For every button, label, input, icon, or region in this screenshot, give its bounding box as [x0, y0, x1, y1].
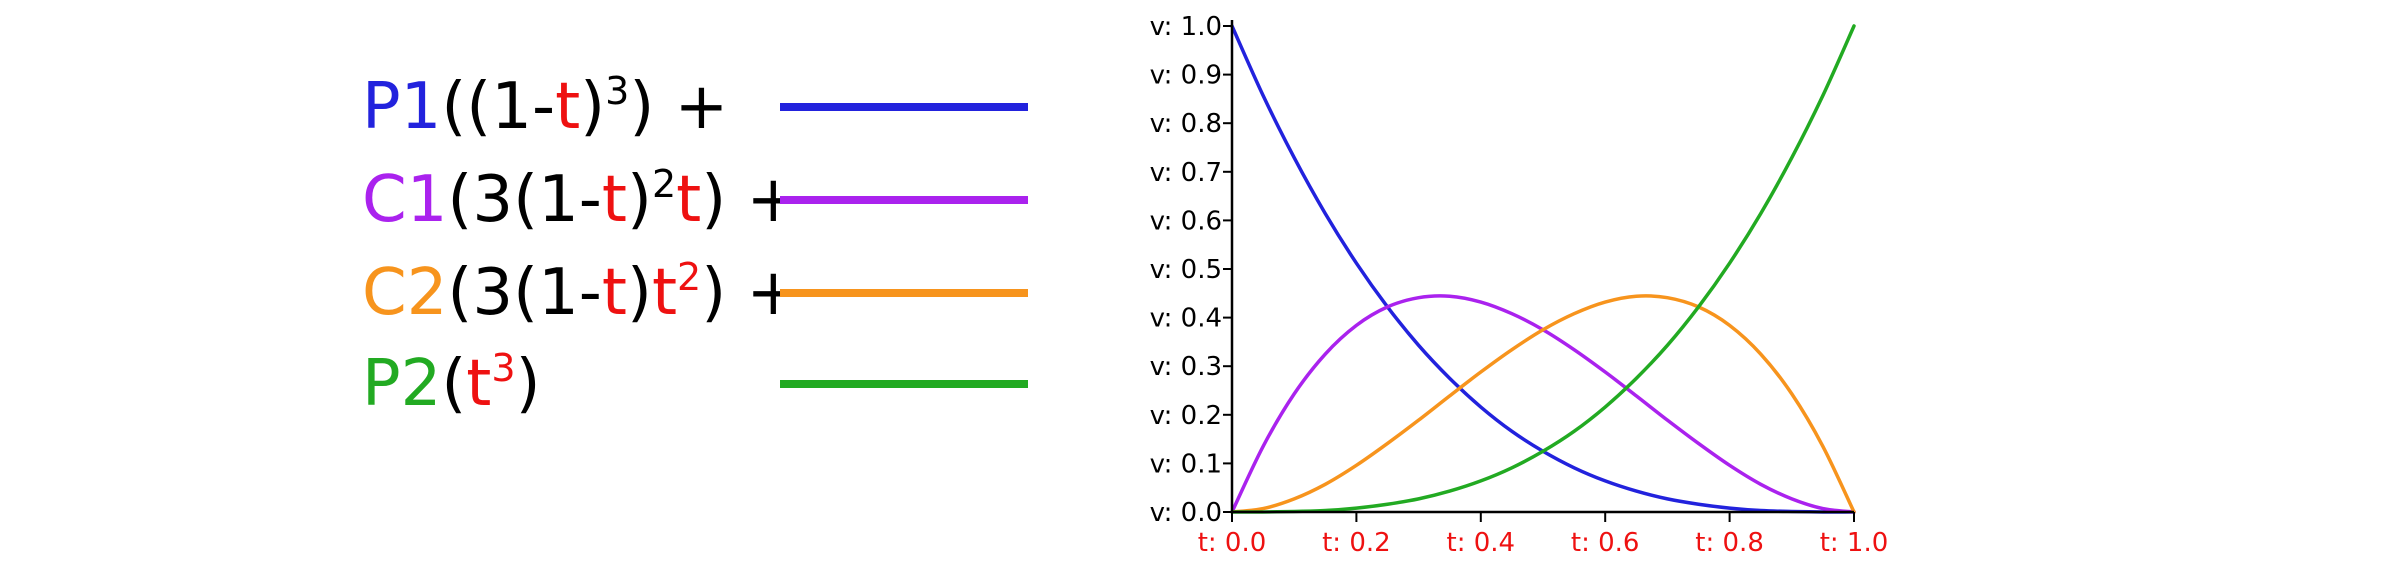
x-tick-label: t: 0.6: [1571, 528, 1640, 558]
x-tick-label: t: 0.0: [1198, 528, 1267, 558]
axis-layer: v: 0.0 v: 0.1 v: 0.2 v: 0.3 v: 0.4 v: 0.5 v: 0…: [1150, 12, 1889, 558]
y-tick-label: v: 1.0: [1150, 12, 1222, 42]
series-layer: [1230, 24, 1856, 514]
legend-formula-p2: P2(t3): [362, 339, 541, 429]
x-tick-label: t: 0.4: [1447, 528, 1516, 558]
legend-term-c2-3: t: [651, 256, 678, 330]
legend-name-p1: P1: [362, 70, 442, 144]
legend-term-c1-3: 2: [651, 162, 677, 206]
legend-term-p1-1: t: [555, 70, 581, 144]
legend-term-c1-2: ): [626, 163, 652, 237]
x-tick-label: t: 0.2: [1322, 528, 1391, 558]
y-tick-label: v: 0.4: [1150, 304, 1222, 334]
y-tick-label: v: 0.3: [1150, 352, 1222, 382]
legend-swatch-p1: [780, 103, 1028, 111]
legend-term-p2-3: ): [515, 347, 541, 421]
y-tick-label: v: 0.5: [1150, 255, 1222, 285]
legend-term-p1-4: ) +: [629, 70, 729, 144]
y-tick-label: v: 0.1: [1150, 449, 1222, 479]
legend-term-p1-2: ): [580, 70, 606, 144]
formula-legend: P1((1-t)3) + C1(3(1-t)2t) + C2(3(1-t)t2) +…: [0, 0, 1100, 579]
legend-formula-c1: C1(3(1-t)2t) +: [362, 155, 800, 245]
legend-swatch-c2: [780, 289, 1028, 297]
legend-name-c2: C2: [362, 256, 448, 330]
legend-name-c1: C1: [362, 163, 448, 237]
legend-term-c2-4: 2: [677, 255, 702, 299]
legend-term-p1-0: ((1-: [441, 70, 556, 144]
legend-term-c2-2: ): [626, 256, 652, 330]
x-tick-label: t: 0.8: [1695, 528, 1764, 558]
legend-term-p2-1: t: [466, 347, 492, 421]
y-tick-label: v: 0.7: [1150, 158, 1222, 188]
y-tick-label: v: 0.6: [1150, 206, 1222, 236]
legend-formula-c2: C2(3(1-t)t2) +: [362, 248, 800, 338]
y-tick-label: v: 0.2: [1150, 401, 1222, 431]
y-tick-label: v: 0.8: [1150, 109, 1222, 139]
bezier-basis-chart: v: 0.0 v: 0.1 v: 0.2 v: 0.3 v: 0.4 v: 0.5 v: 0…: [1150, 12, 1889, 558]
legend-name-p2: P2: [362, 347, 442, 421]
legend-term-p1-3: 3: [605, 69, 630, 113]
legend-term-c1-4: t: [676, 163, 702, 237]
legend-swatch-p2: [780, 380, 1028, 388]
legend-formula-p1: P1((1-t)3) +: [362, 62, 728, 152]
legend-term-c2-0: (3(1-: [447, 256, 602, 330]
series-line-p1: [1230, 24, 1856, 514]
legend-term-p2-0: (: [441, 347, 467, 421]
legend-term-c1-0: (3(1-: [447, 163, 602, 237]
legend-swatch-c1: [780, 196, 1028, 204]
series-line-p2: [1230, 24, 1856, 514]
legend-term-c2-1: t: [601, 256, 627, 330]
x-tick-label: t: 1.0: [1820, 528, 1889, 558]
legend-term-c1-1: t: [601, 163, 627, 237]
legend-term-p2-2: 3: [491, 346, 516, 390]
y-tick-label: v: 0.0: [1150, 498, 1222, 528]
series-line-c2: [1230, 294, 1856, 514]
y-tick-label: v: 0.9: [1150, 61, 1222, 91]
